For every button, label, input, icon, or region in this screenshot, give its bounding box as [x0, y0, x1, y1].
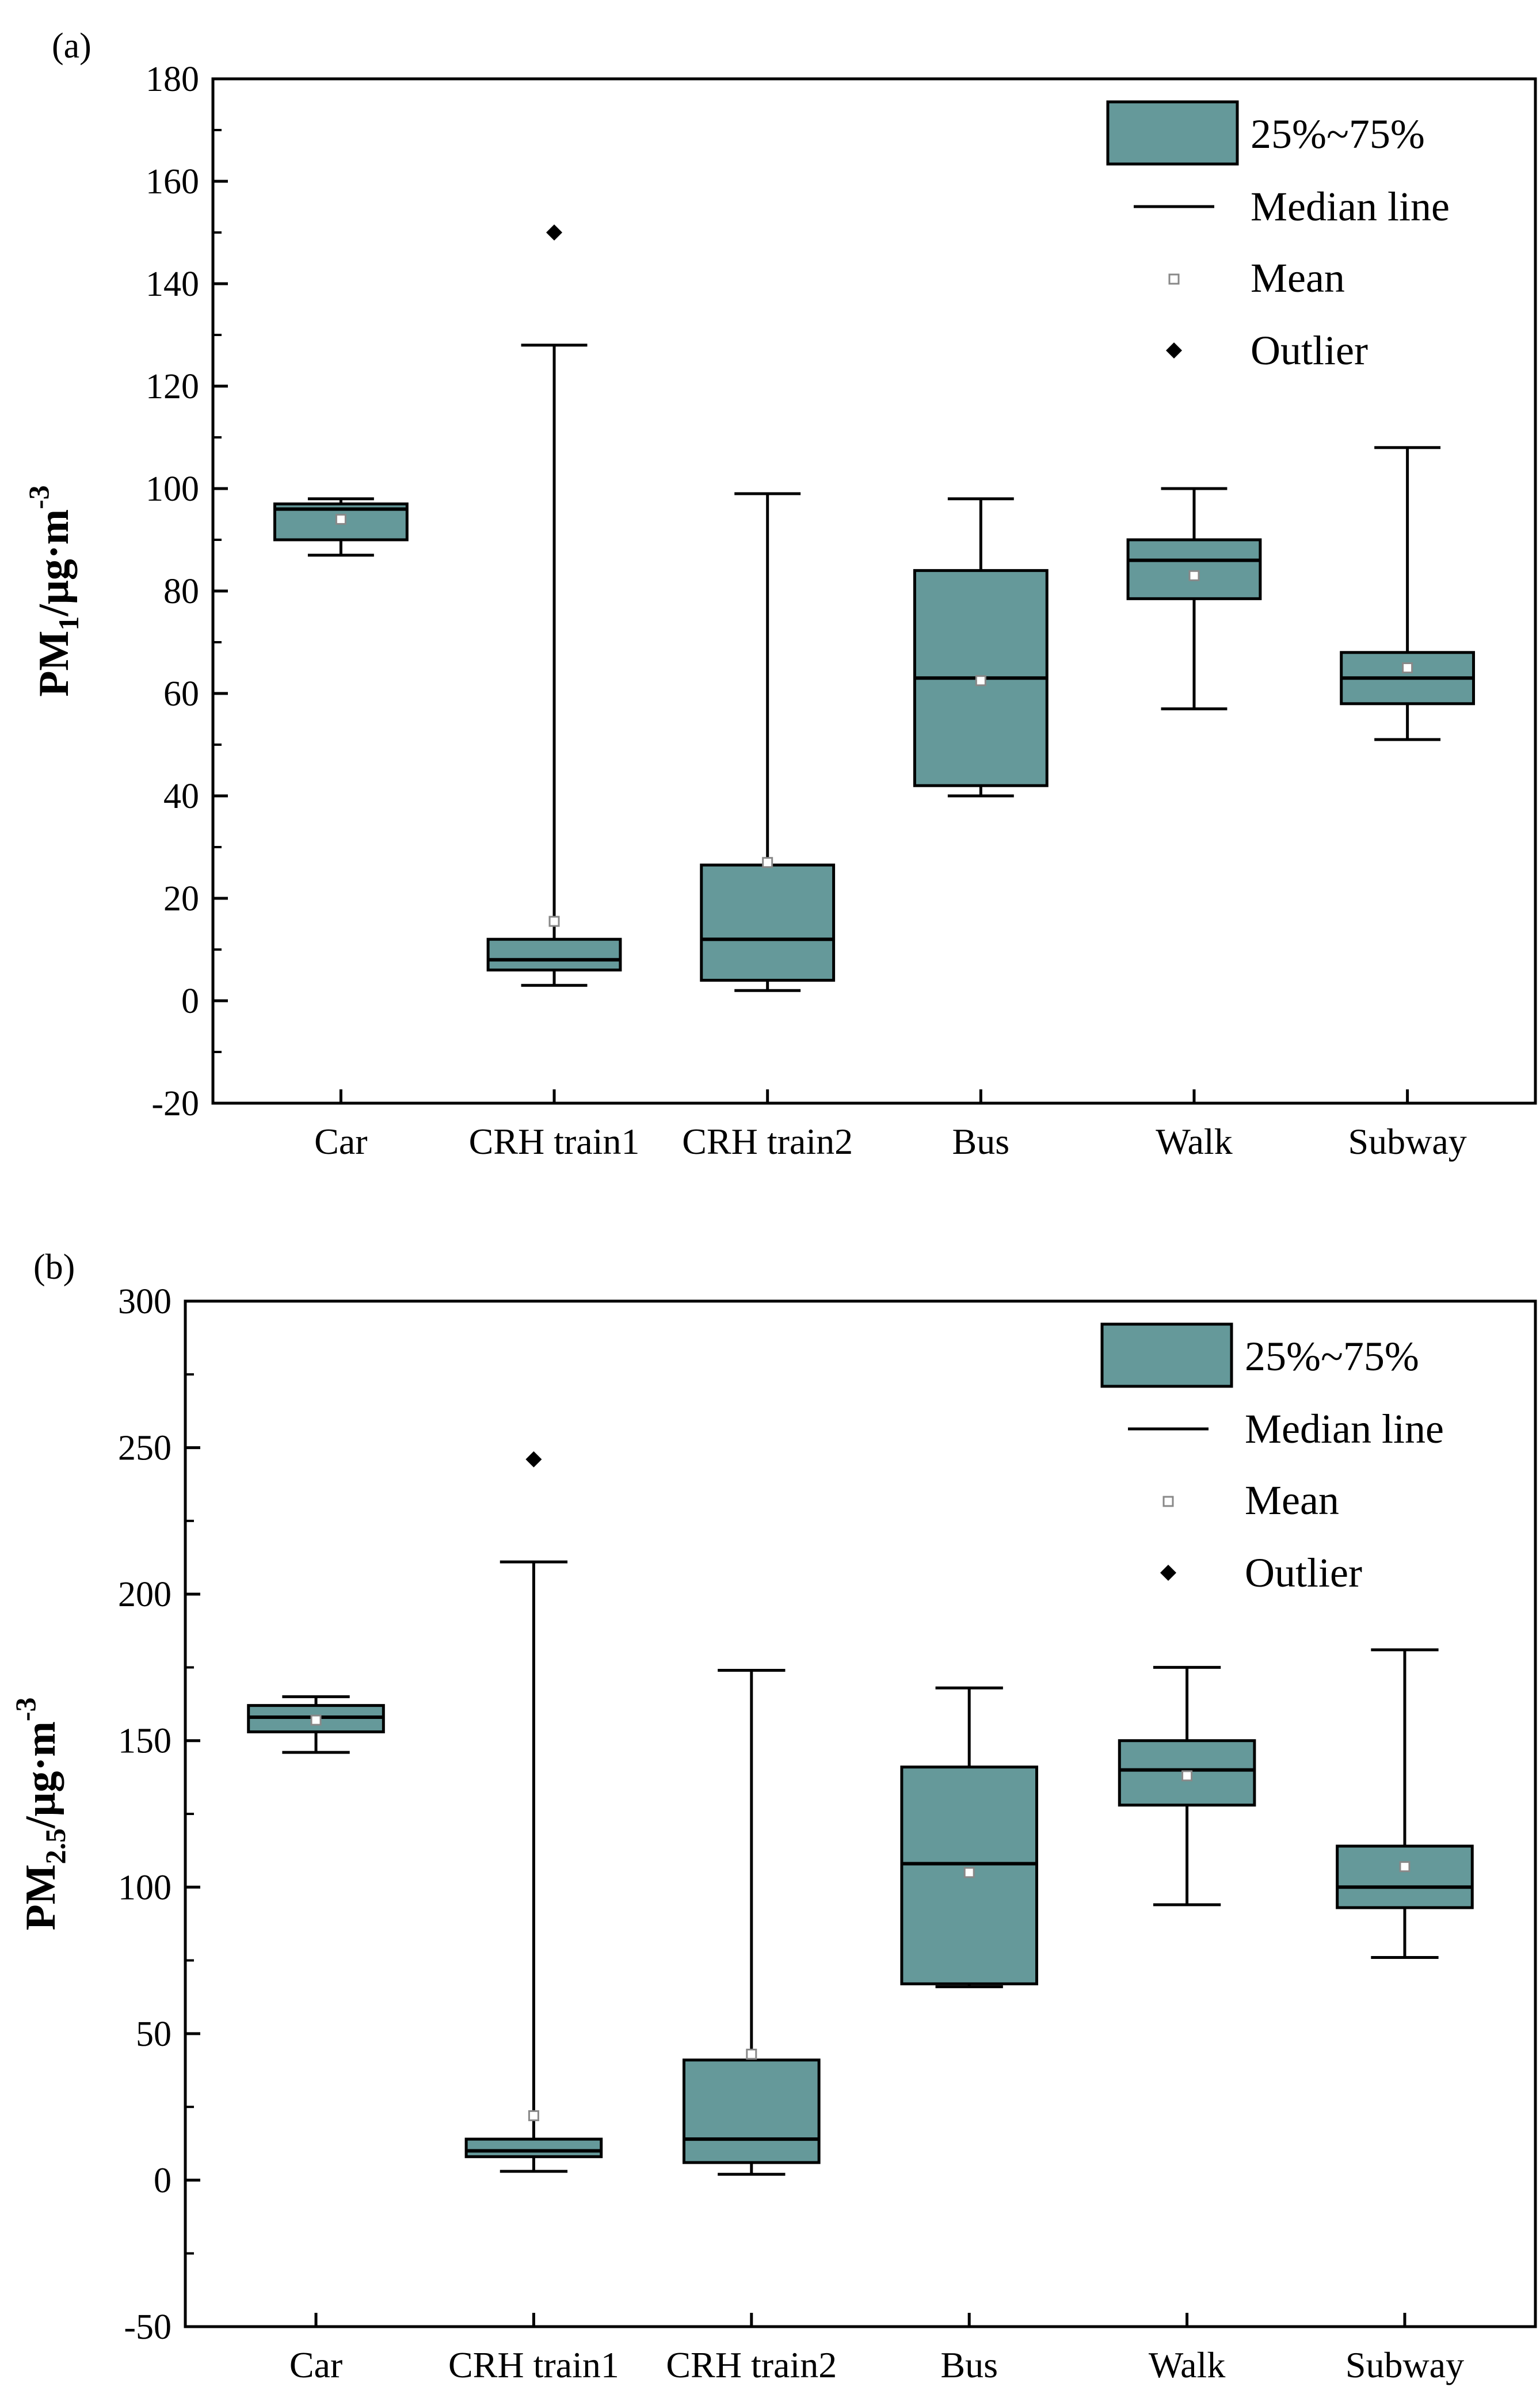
legend-box-label: 25%~75% — [1245, 1333, 1419, 1379]
legend-box-swatch — [1106, 100, 1239, 166]
x-category-label: Subway — [1345, 2344, 1464, 2385]
y-tick-label: 200 — [118, 1575, 171, 1614]
box-crh-train1 — [464, 1451, 603, 2173]
y-axis-label-base: PM — [31, 631, 78, 697]
y-tick-label: 150 — [118, 1722, 171, 1761]
legend-mean-label: Mean — [1251, 255, 1345, 301]
y-axis-label-sub: 2.5 — [39, 1828, 71, 1865]
iqr-box — [700, 863, 836, 982]
panel-a: (a) -20 0 20 40 60 80 100 120 140 160 180 PM1/μg·m-3… — [22, 26, 1537, 1162]
box-crh-train2 — [683, 1669, 821, 2176]
y-axis-label-sup: -3 — [22, 485, 55, 509]
y-tick-label: 80 — [163, 572, 199, 611]
x-category-label: Walk — [1156, 1121, 1232, 1162]
legend-outlier-swatch — [1166, 342, 1182, 359]
mean-marker — [528, 2110, 539, 2121]
outlier-marker — [525, 1451, 542, 1467]
panel-b: (b) -50 0 50 100 150 200 250 300 PM2.5/μg·m-3 Car C… — [9, 1248, 1537, 2385]
plot-frame — [211, 77, 1537, 1105]
x-category-label: Walk — [1149, 2344, 1225, 2385]
y-tick-label: 120 — [146, 367, 199, 406]
mean-marker — [746, 2048, 757, 2060]
y-axis-label-unit: /μg·m — [17, 1721, 64, 1829]
y-tick-label: 50 — [136, 2015, 171, 2054]
y-tick-label: 160 — [146, 162, 199, 201]
mean-marker — [1181, 1770, 1193, 1782]
mean-marker — [1188, 570, 1200, 581]
y-axis-label: PM2.5/μg·m-3 — [9, 1697, 71, 1930]
legend-mean-swatch — [1168, 273, 1180, 285]
y-axis-label-sub: 1 — [52, 616, 85, 631]
box-car — [247, 1695, 385, 1754]
box-bus — [900, 1686, 1038, 1988]
mean-marker — [310, 1714, 322, 1726]
y-tick-label: 140 — [146, 265, 199, 304]
box-subway — [1336, 1648, 1474, 1959]
legend-outlier-swatch — [1160, 1565, 1176, 1581]
mean-marker — [762, 857, 773, 868]
x-category-label: Bus — [952, 1121, 1010, 1162]
mean-marker — [1399, 1861, 1411, 1873]
x-category-label: CRH train1 — [469, 1121, 640, 1162]
mean-marker — [975, 675, 986, 687]
x-category-label: Car — [289, 2344, 342, 2385]
y-tick-label: 20 — [163, 879, 199, 918]
y-tick-label: 250 — [118, 1429, 171, 1468]
y-tick-label: 0 — [181, 982, 199, 1021]
y-tick-label: -50 — [124, 2308, 171, 2347]
mean-marker — [335, 513, 346, 525]
y-tick-label: 40 — [163, 777, 199, 816]
y-tick-label: 60 — [163, 674, 199, 714]
x-category-label: Subway — [1348, 1121, 1467, 1162]
legend-outlier-label: Outlier — [1251, 327, 1368, 373]
box-car — [273, 497, 409, 557]
y-tick-label: 100 — [146, 470, 199, 509]
plot-frame — [184, 1299, 1537, 2328]
legend-box-swatch — [1100, 1322, 1233, 1388]
mean-marker — [548, 916, 560, 927]
legend-outlier-label: Outlier — [1245, 1550, 1362, 1596]
y-tick-label: -20 — [151, 1084, 199, 1123]
x-category-label: Car — [314, 1121, 367, 1162]
legend-median-label: Median line — [1245, 1406, 1444, 1452]
y-tick-label: 180 — [146, 60, 199, 99]
mean-marker — [1402, 662, 1413, 673]
legend-box-label: 25%~75% — [1251, 111, 1425, 157]
y-axis-label-sup: -3 — [9, 1697, 41, 1721]
legend-median-label: Median line — [1251, 184, 1450, 230]
iqr-box — [1118, 1739, 1256, 1807]
box-crh-train1 — [486, 224, 622, 987]
y-axis-label-base: PM — [17, 1864, 64, 1930]
y-axis-label: PM1/μg·m-3 — [22, 485, 85, 697]
iqr-box — [683, 2058, 821, 2164]
x-category-label: CRH train1 — [448, 2344, 619, 2385]
box-subway — [1340, 446, 1476, 741]
outlier-marker — [546, 224, 563, 241]
iqr-box — [1126, 538, 1262, 600]
y-tick-label: 300 — [118, 1282, 171, 1321]
legend-mean-label: Mean — [1245, 1477, 1339, 1523]
box-crh-train2 — [700, 492, 836, 992]
box-bus — [913, 497, 1049, 798]
panel-label: (a) — [52, 26, 92, 66]
legend: 25%~75% Median line Mean Outlier — [1106, 100, 1450, 373]
iqr-box — [464, 2137, 603, 2159]
x-category-label: CRH train2 — [666, 2344, 837, 2385]
y-tick-label: 0 — [154, 2161, 171, 2200]
legend-mean-swatch — [1162, 1496, 1174, 1507]
iqr-box — [1336, 1844, 1474, 1909]
iqr-box — [486, 937, 622, 972]
legend: 25%~75% Median line Mean Outlier — [1100, 1322, 1444, 1596]
box-walk — [1126, 487, 1262, 711]
x-category-label: Bus — [940, 2344, 998, 2385]
x-category-label: CRH train2 — [682, 1121, 853, 1162]
y-axis-label-unit: /μg·m — [31, 509, 78, 617]
box-walk — [1118, 1665, 1256, 1907]
y-tick-label: 100 — [118, 1868, 171, 1907]
panel-label: (b) — [33, 1248, 75, 1287]
mean-marker — [963, 1867, 975, 1878]
